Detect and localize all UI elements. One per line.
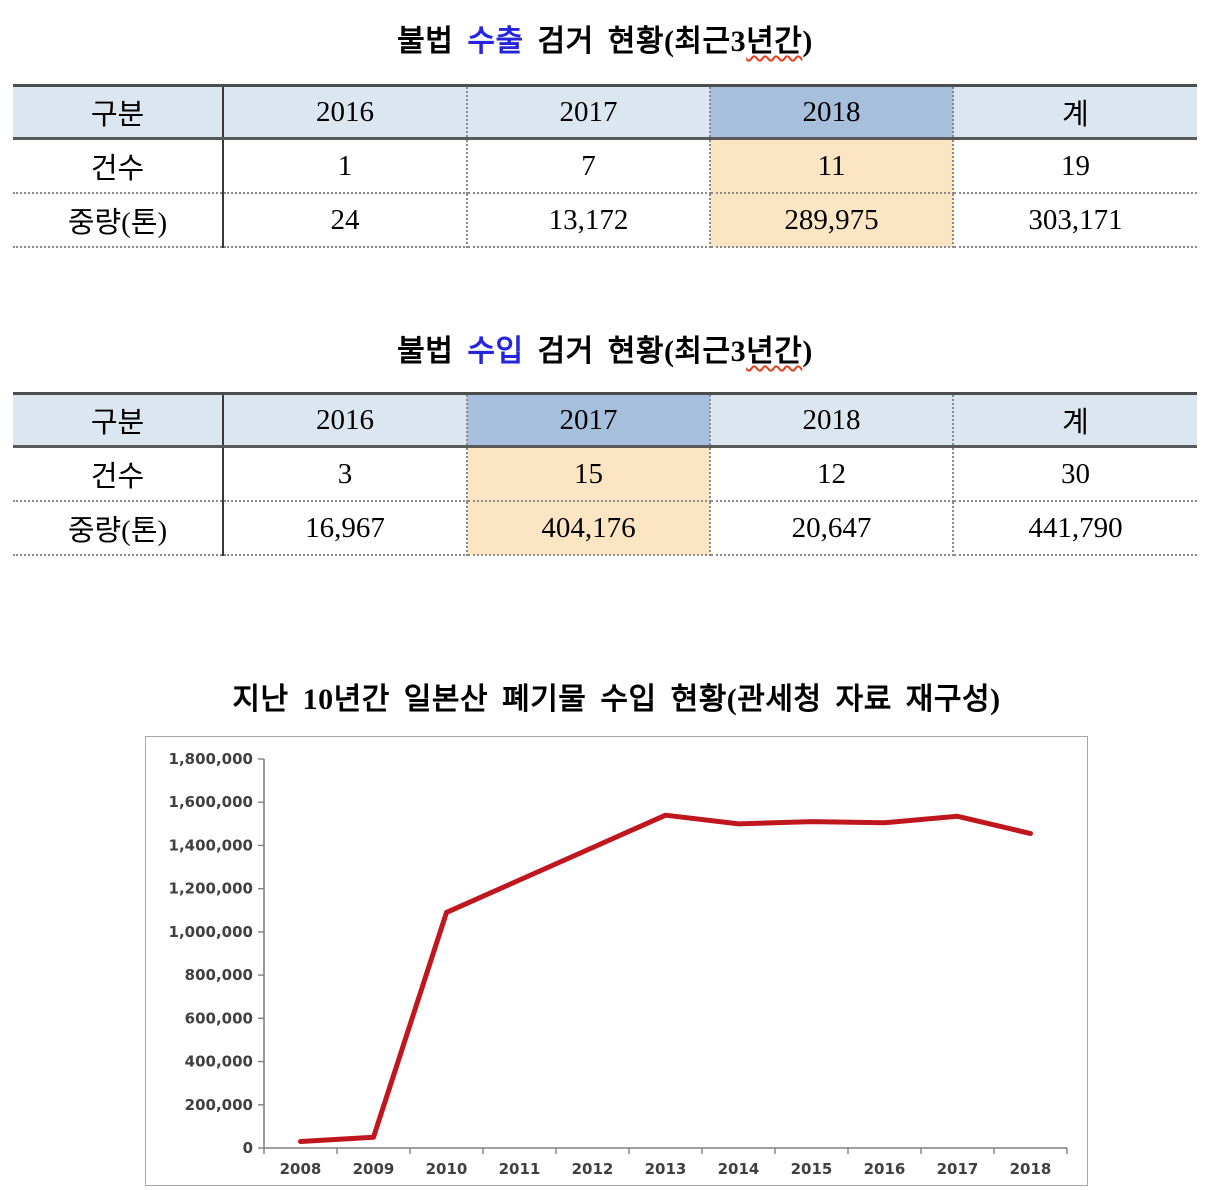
table-cell: 3 (223, 446, 468, 502)
illegal-export-table: 구분 2016 2017 2018 계 건수 1 7 11 19 중량(톤) 2… (13, 84, 1197, 248)
table-row: 중량(톤) 16,967 404,176 20,647 441,790 (13, 501, 1197, 556)
y-axis-tick-label: 1,200,000 (169, 880, 253, 898)
y-axis-tick-label: 800,000 (185, 966, 253, 984)
table-row: 중량(톤) 24 13,172 289,975 303,171 (13, 193, 1197, 248)
row-label: 중량(톤) (13, 501, 224, 556)
column-header: 구분 (13, 85, 224, 140)
column-header: 2016 (223, 393, 468, 448)
x-axis-tick-label: 2013 (645, 1160, 687, 1178)
table-cell: 7 (467, 138, 711, 194)
column-header: 2017 (467, 85, 711, 140)
export-table-title: 불법 수출 검거 현황(최근3년간) (0, 16, 1210, 60)
table-cell: 12 (710, 446, 954, 502)
x-axis-tick-label: 2009 (353, 1160, 395, 1178)
y-axis-tick-label: 200,000 (185, 1096, 253, 1114)
column-header-highlighted: 2017 (467, 393, 711, 448)
title-lead: 불법 (397, 335, 468, 368)
title-spellcheck-underline: 년간 (746, 25, 803, 58)
line-chart: 0 200,000 400,000 600,000 800,000 1,000,000 1,… (145, 736, 1088, 1186)
table-header-row: 구분 2016 2017 2018 계 (13, 85, 1197, 140)
table-cell: 24 (223, 193, 468, 248)
row-label: 건수 (13, 138, 224, 194)
y-axis-tick-label: 600,000 (185, 1009, 253, 1027)
illegal-import-table: 구분 2016 2017 2018 계 건수 3 15 12 30 중량(톤) … (13, 392, 1197, 556)
column-header: 구분 (13, 393, 224, 448)
x-axis-tick-label: 2017 (937, 1160, 979, 1178)
y-axis-tick-label: 1,600,000 (169, 793, 253, 811)
chart-title: 지난 10년간 일본산 폐기물 수입 현황(관세청 자료 재구성) (232, 683, 1001, 716)
title-spellcheck-underline: 년간 (746, 335, 803, 368)
import-table-title: 불법 수입 검거 현황(최근3년간) (0, 326, 1210, 370)
x-axis-tick-label: 2014 (718, 1160, 760, 1178)
table-cell: 16,967 (223, 501, 468, 556)
x-axis-tick-label: 2012 (572, 1160, 614, 1178)
column-header-highlighted: 2018 (710, 85, 954, 140)
title-close: ) (802, 335, 813, 368)
table-cell: 1 (223, 138, 468, 194)
table-cell: 441,790 (953, 501, 1197, 556)
y-axis-tick-label: 1,000,000 (169, 923, 253, 941)
x-axis-tick-label: 2010 (426, 1160, 468, 1178)
column-header: 계 (953, 393, 1197, 448)
table-cell: 20,647 (710, 501, 954, 556)
title-keyword-import: 수입 (467, 335, 524, 368)
table-cell-highlighted: 15 (467, 446, 711, 502)
table-cell-highlighted: 11 (710, 138, 954, 194)
column-header: 2018 (710, 393, 954, 448)
x-axis-tick-label: 2008 (280, 1160, 322, 1178)
title-lead: 불법 (397, 25, 468, 58)
column-header: 계 (953, 85, 1197, 140)
table-cell: 303,171 (953, 193, 1197, 248)
row-label: 중량(톤) (13, 193, 224, 248)
row-label: 건수 (13, 446, 224, 502)
table-cell-highlighted: 404,176 (467, 501, 711, 556)
y-axis-tick-label: 1,400,000 (169, 836, 253, 854)
table-header-row: 구분 2016 2017 2018 계 (13, 393, 1197, 448)
import-trend-line-chart-svg: 0 200,000 400,000 600,000 800,000 1,000,000 1,… (169, 750, 1068, 1178)
title-close: ) (802, 25, 813, 58)
title-keyword-export: 수출 (467, 25, 524, 58)
x-axis-tick-label: 2011 (499, 1160, 541, 1178)
table-row: 건수 3 15 12 30 (13, 446, 1197, 502)
import-volume-line-series (298, 812, 1033, 1145)
table-cell: 13,172 (467, 193, 711, 248)
title-mid: 검거 현황(최근3 (523, 335, 747, 368)
column-header: 2016 (223, 85, 468, 140)
y-axis-tick-label: 0 (243, 1139, 253, 1157)
table-cell: 30 (953, 446, 1197, 502)
x-axis-tick-label: 2016 (864, 1160, 906, 1178)
table-cell: 19 (953, 138, 1197, 194)
table-cell-highlighted: 289,975 (710, 193, 954, 248)
title-mid: 검거 현황(최근3 (523, 25, 747, 58)
import-trend-section: 지난 10년간 일본산 폐기물 수입 현황(관세청 자료 재구성) 0 200,0… (145, 674, 1088, 1186)
document-page: 불법 수출 검거 현황(최근3년간) 구분 2016 2017 2018 계 건… (0, 16, 1210, 1186)
y-axis-tick-label: 400,000 (185, 1053, 253, 1071)
x-axis-tick-label: 2018 (1010, 1160, 1052, 1178)
x-axis-tick-label: 2015 (791, 1160, 833, 1178)
y-axis-tick-label: 1,800,000 (169, 750, 253, 768)
table-row: 건수 1 7 11 19 (13, 138, 1197, 194)
